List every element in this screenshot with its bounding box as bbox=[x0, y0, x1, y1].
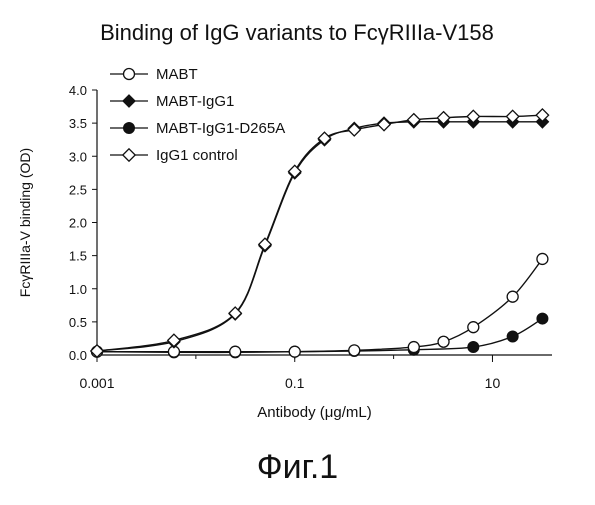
data-point bbox=[507, 331, 518, 342]
y-axis-label: FcγRIIIa-V binding (OD) bbox=[17, 148, 33, 297]
y-tick-label: 0.0 bbox=[69, 348, 87, 363]
legend-label: MABT bbox=[156, 66, 198, 83]
figure-caption: Фиг.1 bbox=[0, 448, 595, 487]
y-tick-label: 3.0 bbox=[69, 149, 87, 164]
legend-marker bbox=[124, 69, 135, 80]
data-point bbox=[438, 336, 449, 347]
data-point bbox=[289, 346, 300, 357]
chart-title: Binding of IgG variants to FcγRIIIa-V158 bbox=[100, 20, 494, 45]
legend-label: MABT-IgG1 bbox=[156, 93, 234, 110]
legend-marker bbox=[123, 149, 135, 161]
data-point bbox=[468, 322, 479, 333]
legend-marker bbox=[124, 123, 135, 134]
series-line bbox=[97, 259, 542, 352]
legend-label: MABT-IgG1-D265A bbox=[156, 120, 285, 137]
legend-label: IgG1 control bbox=[156, 147, 238, 164]
y-tick-label: 2.5 bbox=[69, 182, 87, 197]
data-point bbox=[378, 118, 390, 130]
data-point bbox=[537, 313, 548, 324]
y-tick-label: 1.0 bbox=[69, 282, 87, 297]
data-point bbox=[507, 291, 518, 302]
y-tick-label: 2.0 bbox=[69, 216, 87, 231]
data-point bbox=[289, 165, 301, 177]
data-point bbox=[348, 124, 360, 136]
y-tick-label: 1.5 bbox=[69, 249, 87, 264]
data-point bbox=[468, 342, 479, 353]
data-point bbox=[408, 342, 419, 353]
y-tick-label: 4.0 bbox=[69, 83, 87, 98]
legend-marker bbox=[123, 95, 135, 107]
data-point bbox=[349, 345, 360, 356]
y-tick-label: 3.5 bbox=[69, 116, 87, 131]
data-point bbox=[537, 253, 548, 264]
data-point bbox=[168, 334, 180, 346]
x-tick-label: 0.1 bbox=[285, 375, 305, 391]
x-tick-label: 10 bbox=[485, 375, 501, 391]
x-tick-label: 0.001 bbox=[79, 375, 114, 391]
x-axis-label: Antibody (μg/mL) bbox=[257, 404, 372, 421]
data-point bbox=[259, 238, 271, 250]
y-tick-label: 0.5 bbox=[69, 315, 87, 330]
data-point bbox=[230, 346, 241, 357]
